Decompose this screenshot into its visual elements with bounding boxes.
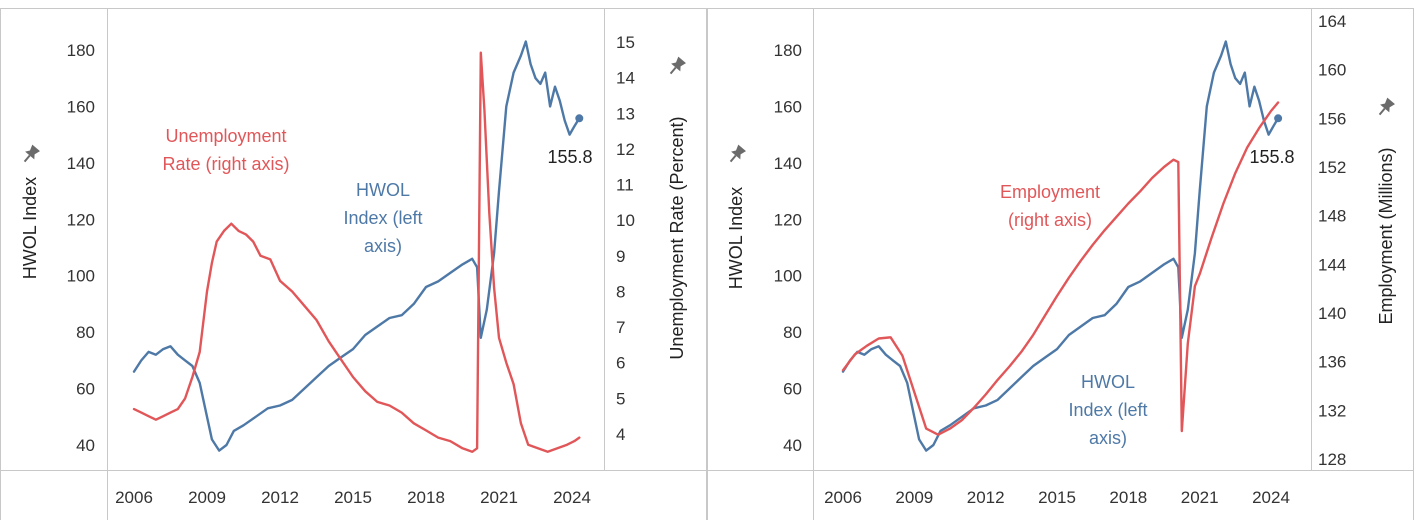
left-tick-label: 180 [774,41,802,60]
annotation-right-series: (right axis) [1008,210,1092,230]
x-tick-label: 2024 [553,488,591,507]
right-tick-label: 9 [616,247,625,266]
end-value-label: 155.8 [547,147,592,167]
pin-icon [1378,97,1395,116]
x-tick-label: 2012 [261,488,299,507]
x-tick-label: 2009 [188,488,226,507]
left-tick-label: 140 [774,154,802,173]
left-tick-label: 40 [783,436,802,455]
left-tick-label: 120 [67,210,95,229]
left-tick-label: 100 [67,267,95,286]
right-tick-label: 136 [1318,353,1346,372]
x-tick-label: 2024 [1252,488,1290,507]
right-tick-label: 156 [1318,109,1346,128]
annotation-hwol-series: Index (left [343,208,422,228]
right-tick-label: 7 [616,318,625,337]
right-tick-label: 4 [616,425,625,444]
annotation-right-series: Rate (right axis) [162,154,289,174]
x-tick-label: 2021 [1181,488,1219,507]
x-tick-label: 2015 [334,488,372,507]
annotation-hwol-series: axis) [1089,428,1127,448]
unemployment-rate-line [132,51,581,453]
right-tick-label: 144 [1318,255,1346,274]
right-axis-title: Employment (Millions) [1376,147,1396,324]
annotation-hwol-series: axis) [364,236,402,256]
right-tick-label: 14 [616,69,635,88]
left-tick-label: 140 [67,154,95,173]
right-tick-label: 160 [1318,61,1346,80]
left-tick-label: 60 [76,380,95,399]
left-tick-label: 80 [783,323,802,342]
hwol-end-point [1274,114,1283,123]
right-tick-label: 12 [616,140,635,159]
left-tick-label: 120 [774,210,802,229]
left-tick-label: 100 [774,267,802,286]
x-tick-label: 2018 [407,488,445,507]
x-tick-label: 2009 [895,488,933,507]
left-tick-label: 160 [774,97,802,116]
hwol-index-line [841,40,1280,452]
x-tick-label: 2015 [1038,488,1076,507]
left-tick-label: 180 [67,41,95,60]
right-tick-label: 10 [616,211,635,230]
right-tick-label: 6 [616,354,625,373]
end-value-label: 155.8 [1249,147,1294,167]
x-tick-label: 2006 [115,488,153,507]
left-axis-title: HWOL Index [726,187,746,289]
hwol-employment-chart: 40 60 80 100 120 140 160 180 128 132 136 140 144 148 1… [707,8,1414,520]
right-tick-label: 5 [616,389,625,408]
right-tick-label: 15 [616,33,635,52]
left-tick-label: 60 [783,380,802,399]
employment-line [841,101,1280,436]
annotation-right-series: Employment [1000,182,1100,202]
left-tick-label: 40 [76,436,95,455]
hwol-end-point [575,114,584,123]
right-tick-label: 8 [616,282,625,301]
pin-icon [729,144,746,163]
annotation-hwol-series: HWOL [1081,372,1135,392]
left-tick-label: 80 [76,323,95,342]
x-tick-label: 2012 [967,488,1005,507]
hwol-unemployment-chart: 40 60 80 100 120 140 160 180 4 5 6 7 8 9 10 11 12 13 14 15 2… [0,8,707,520]
right-axis-title: Unemployment Rate (Percent) [667,116,687,359]
right-tick-label: 152 [1318,158,1346,177]
pin-icon [669,56,686,75]
x-tick-label: 2018 [1109,488,1147,507]
left-tick-label: 160 [67,97,95,116]
right-tick-label: 11 [616,176,634,195]
annotation-hwol-series: Index (left [1068,400,1147,420]
x-tick-label: 2021 [480,488,518,507]
right-tick-label: 148 [1318,207,1346,226]
right-tick-label: 13 [616,104,635,123]
left-axis-title: HWOL Index [20,177,40,279]
right-tick-label: 128 [1318,450,1346,469]
annotation-right-series: Unemployment [165,126,286,146]
annotation-hwol-series: HWOL [356,180,410,200]
right-tick-label: 140 [1318,304,1346,323]
x-tick-label: 2006 [824,488,862,507]
right-tick-label: 164 [1318,12,1346,31]
right-tick-label: 132 [1318,401,1346,420]
hwol-index-line [132,40,581,452]
pin-icon [23,144,40,163]
